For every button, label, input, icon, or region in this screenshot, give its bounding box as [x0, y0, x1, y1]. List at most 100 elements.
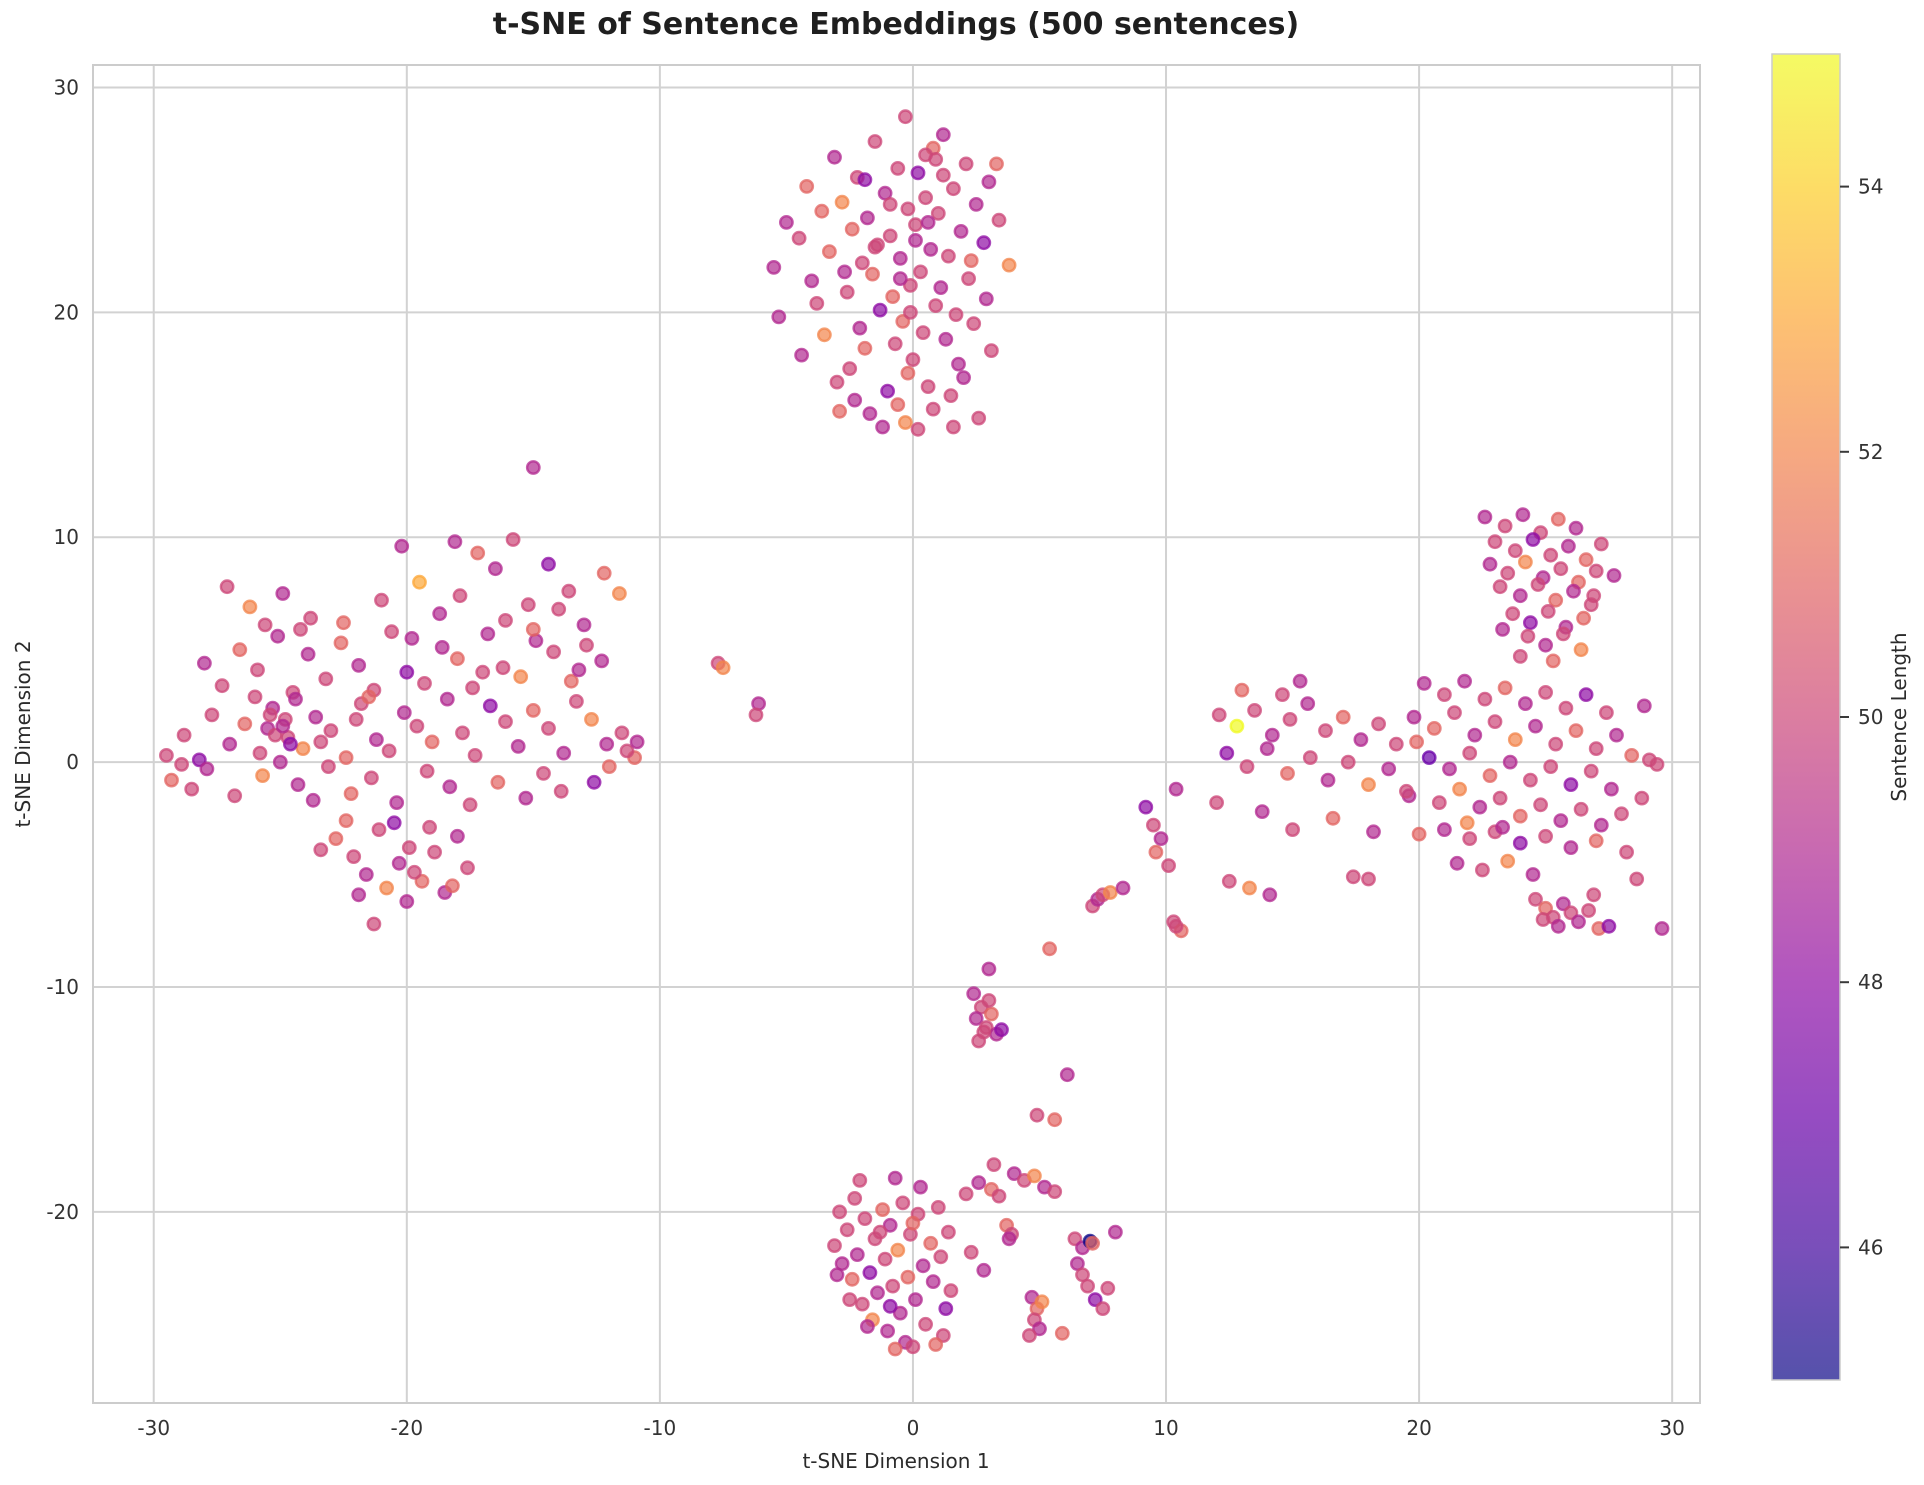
data-point [247, 689, 263, 705]
data-point [880, 1323, 895, 1339]
data-point [1209, 795, 1225, 810]
data-point [832, 1204, 847, 1220]
data-point [948, 307, 964, 322]
data-point [829, 1267, 845, 1283]
y-tick-label: 10 [54, 525, 79, 549]
data-point [827, 1238, 842, 1254]
data-point [601, 759, 617, 774]
data-point [1515, 507, 1531, 523]
data-point [872, 302, 888, 318]
data-point [551, 601, 567, 617]
data-point [1442, 761, 1457, 777]
data-point [913, 1179, 928, 1195]
data-point [455, 725, 470, 741]
data-point [541, 556, 556, 572]
data-point [918, 190, 933, 206]
data-point [865, 266, 880, 282]
data-point [986, 1157, 1002, 1173]
data-point [1573, 801, 1589, 817]
data-point [1588, 833, 1604, 849]
data-point [1540, 604, 1556, 619]
data-point [1502, 754, 1518, 770]
data-point [275, 586, 291, 601]
data-point [1492, 579, 1508, 595]
data-point [346, 849, 362, 864]
data-point [905, 1215, 921, 1231]
data-point [892, 250, 908, 266]
data-point [1042, 941, 1058, 957]
data-point [900, 201, 916, 217]
data-point [867, 134, 883, 149]
data-point [971, 1175, 987, 1191]
data-point [586, 774, 602, 790]
data-point [1406, 709, 1422, 725]
data-point [419, 763, 435, 779]
data-point [282, 736, 298, 752]
data-point [1512, 808, 1528, 824]
data-point [981, 961, 997, 977]
data-point [976, 1024, 992, 1040]
data-point [275, 718, 291, 734]
data-point [1247, 703, 1263, 718]
data-point [847, 1191, 863, 1206]
data-point [1047, 1184, 1063, 1200]
data-point [748, 707, 764, 723]
data-point [1168, 781, 1184, 797]
data-point [1325, 810, 1341, 826]
data-point [401, 840, 417, 855]
data-point [1264, 727, 1280, 743]
data-point [1545, 653, 1561, 669]
data-point [968, 196, 984, 212]
data-point [1561, 538, 1576, 554]
data-point [984, 1006, 999, 1022]
data-point [556, 745, 572, 761]
data-point [834, 194, 850, 210]
data-point [915, 325, 931, 340]
data-point [905, 1339, 921, 1355]
data-point [930, 1200, 946, 1215]
data-point [1507, 732, 1523, 747]
data-point [1563, 840, 1579, 855]
data-point [1366, 824, 1381, 840]
data-point [563, 673, 579, 689]
data-point [270, 628, 286, 644]
data-point [1578, 552, 1594, 568]
data-point [1161, 858, 1177, 873]
data-point [196, 655, 212, 671]
data-point [1449, 855, 1465, 871]
data-point [518, 790, 534, 806]
y-tick-label: 20 [54, 300, 79, 324]
data-point [490, 774, 506, 790]
data-point [227, 788, 243, 804]
data-point [449, 828, 465, 844]
data-point [252, 745, 268, 761]
data-point [498, 613, 513, 628]
data-point [1634, 790, 1650, 806]
data-point [958, 1186, 974, 1202]
data-point [1550, 918, 1566, 934]
data-point [981, 993, 997, 1008]
data-point [1001, 257, 1017, 273]
data-point [460, 860, 475, 876]
data-point [242, 599, 258, 615]
data-point [981, 174, 997, 190]
colorbar-tick-label: 46 [1858, 1235, 1883, 1259]
data-point [923, 1235, 939, 1251]
data-point [1566, 583, 1581, 599]
colorbar-tick-label: 52 [1858, 440, 1883, 464]
data-point [895, 1195, 911, 1211]
data-point [1571, 914, 1586, 930]
data-point [1558, 700, 1574, 716]
data-point [890, 1242, 906, 1258]
data-point [860, 210, 875, 226]
data-point [844, 221, 860, 237]
data-point [1239, 759, 1255, 774]
x-tick-label: 20 [1406, 1416, 1431, 1440]
data-point [928, 298, 944, 313]
data-point [199, 761, 215, 777]
data-point [1399, 783, 1414, 799]
data-point [1553, 561, 1569, 577]
data-point [1523, 615, 1538, 631]
data-point [923, 241, 939, 257]
data-point [822, 244, 837, 260]
